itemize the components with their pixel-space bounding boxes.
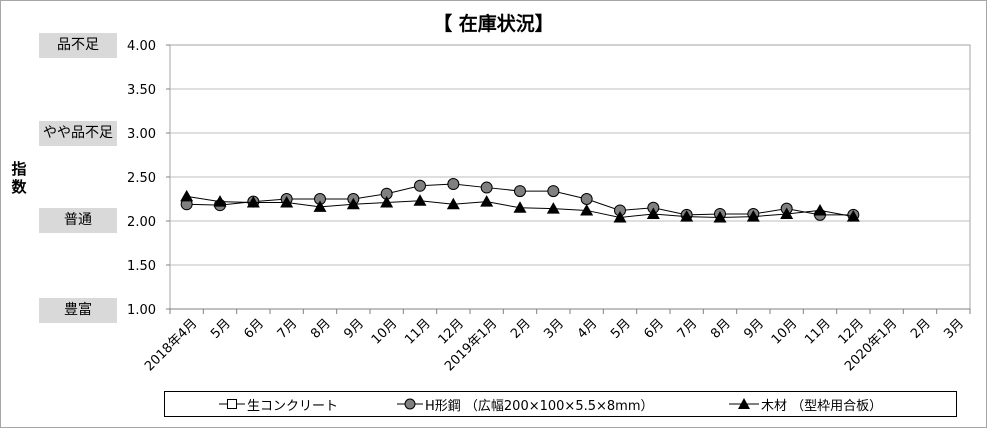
legend-item-h-beam: H形鋼 （広幅200×100×5.5×8mm） bbox=[397, 392, 653, 416]
level-label-abundant: 豊富 bbox=[39, 298, 117, 323]
data-point-triangle bbox=[780, 207, 794, 219]
data-point-triangle bbox=[713, 210, 727, 223]
x-tick-label: 5月 bbox=[608, 316, 634, 342]
data-point-triangle bbox=[180, 189, 194, 202]
x-tick-label: 8月 bbox=[708, 316, 734, 342]
circle-marker-icon bbox=[397, 398, 423, 410]
data-point-triangle bbox=[680, 210, 694, 222]
square-marker-icon bbox=[219, 399, 245, 409]
data-point-triangle bbox=[546, 202, 560, 214]
y-tick-label: 1.00 bbox=[127, 303, 156, 318]
data-point-circle bbox=[580, 193, 593, 205]
x-tick-label: 2月 bbox=[908, 316, 934, 342]
x-tick-label: 7月 bbox=[675, 316, 701, 342]
data-point-triangle bbox=[446, 197, 460, 210]
x-tick-label: 8月 bbox=[308, 316, 334, 342]
triangle-marker-icon bbox=[729, 398, 759, 409]
data-point-triangle bbox=[246, 196, 260, 208]
x-tick-label: 10月 bbox=[369, 316, 400, 347]
data-point-circle bbox=[480, 181, 493, 194]
x-tick-label: 2月 bbox=[508, 316, 534, 342]
y-tick-label: 2.50 bbox=[127, 171, 156, 186]
chart-title: 【 在庫状況】 bbox=[433, 13, 554, 35]
data-point-circle bbox=[514, 185, 526, 198]
x-tick-label: 10月 bbox=[769, 316, 800, 347]
x-tick-label: 2018年4月 bbox=[142, 316, 200, 374]
data-point-triangle bbox=[313, 200, 327, 212]
x-tick-label: 11月 bbox=[402, 316, 433, 347]
level-label-slight-shortage: やや品不足 bbox=[39, 121, 117, 146]
x-tick-label: 4月 bbox=[575, 316, 601, 342]
legend-item-lumber: 木材 （型枠用合板） bbox=[729, 392, 882, 416]
y-tick-label: 4.00 bbox=[127, 39, 156, 54]
x-tick-label: 9月 bbox=[341, 316, 367, 342]
x-tick-label: 7月 bbox=[275, 316, 301, 342]
x-tick-label: 11月 bbox=[802, 316, 833, 347]
data-point-triangle bbox=[646, 207, 660, 219]
data-point-circle bbox=[447, 178, 460, 191]
x-tick-label: 6月 bbox=[241, 316, 267, 342]
level-label-shortage: 品不足 bbox=[39, 33, 117, 58]
data-point-triangle bbox=[613, 210, 627, 223]
x-tick-label: 9月 bbox=[741, 316, 767, 342]
legend-label-concrete: 生コンクリート bbox=[247, 398, 339, 414]
y-tick-label: 2.00 bbox=[127, 215, 156, 230]
y-tick-label: 1.50 bbox=[127, 259, 156, 274]
data-point-circle bbox=[547, 185, 560, 198]
data-point-triangle bbox=[846, 210, 860, 222]
data-point-triangle bbox=[513, 201, 527, 213]
data-point-triangle bbox=[413, 194, 427, 206]
data-point-triangle bbox=[813, 203, 827, 216]
x-tick-label: 3月 bbox=[541, 316, 567, 342]
data-point-triangle bbox=[746, 210, 760, 222]
y-tick-label: 3.50 bbox=[127, 83, 156, 98]
chart-legend: 生コンクリート H形鋼 （広幅200×100×5.5×8mm） 木材 （型枠用合… bbox=[164, 391, 957, 417]
level-label-normal: 普通 bbox=[39, 208, 117, 233]
data-point-circle bbox=[414, 179, 426, 192]
data-point-triangle bbox=[213, 195, 227, 207]
legend-label-lumber: 木材 （型枠用合板） bbox=[761, 398, 883, 414]
y-tick-label: 3.00 bbox=[127, 127, 156, 142]
data-point-triangle bbox=[346, 197, 360, 210]
data-point-triangle bbox=[280, 196, 294, 208]
legend-label-h-beam: H形鋼 （広幅200×100×5.5×8mm） bbox=[425, 398, 654, 414]
data-point-triangle bbox=[580, 203, 594, 216]
x-tick-label: 6月 bbox=[641, 316, 667, 342]
data-point-triangle bbox=[480, 195, 494, 207]
legend-item-concrete: 生コンクリート bbox=[219, 392, 338, 416]
data-point-triangle bbox=[380, 196, 394, 208]
x-tick-label: 3月 bbox=[941, 316, 967, 342]
x-tick-label: 5月 bbox=[208, 316, 234, 342]
y-axis-title: 指数 bbox=[11, 160, 27, 196]
